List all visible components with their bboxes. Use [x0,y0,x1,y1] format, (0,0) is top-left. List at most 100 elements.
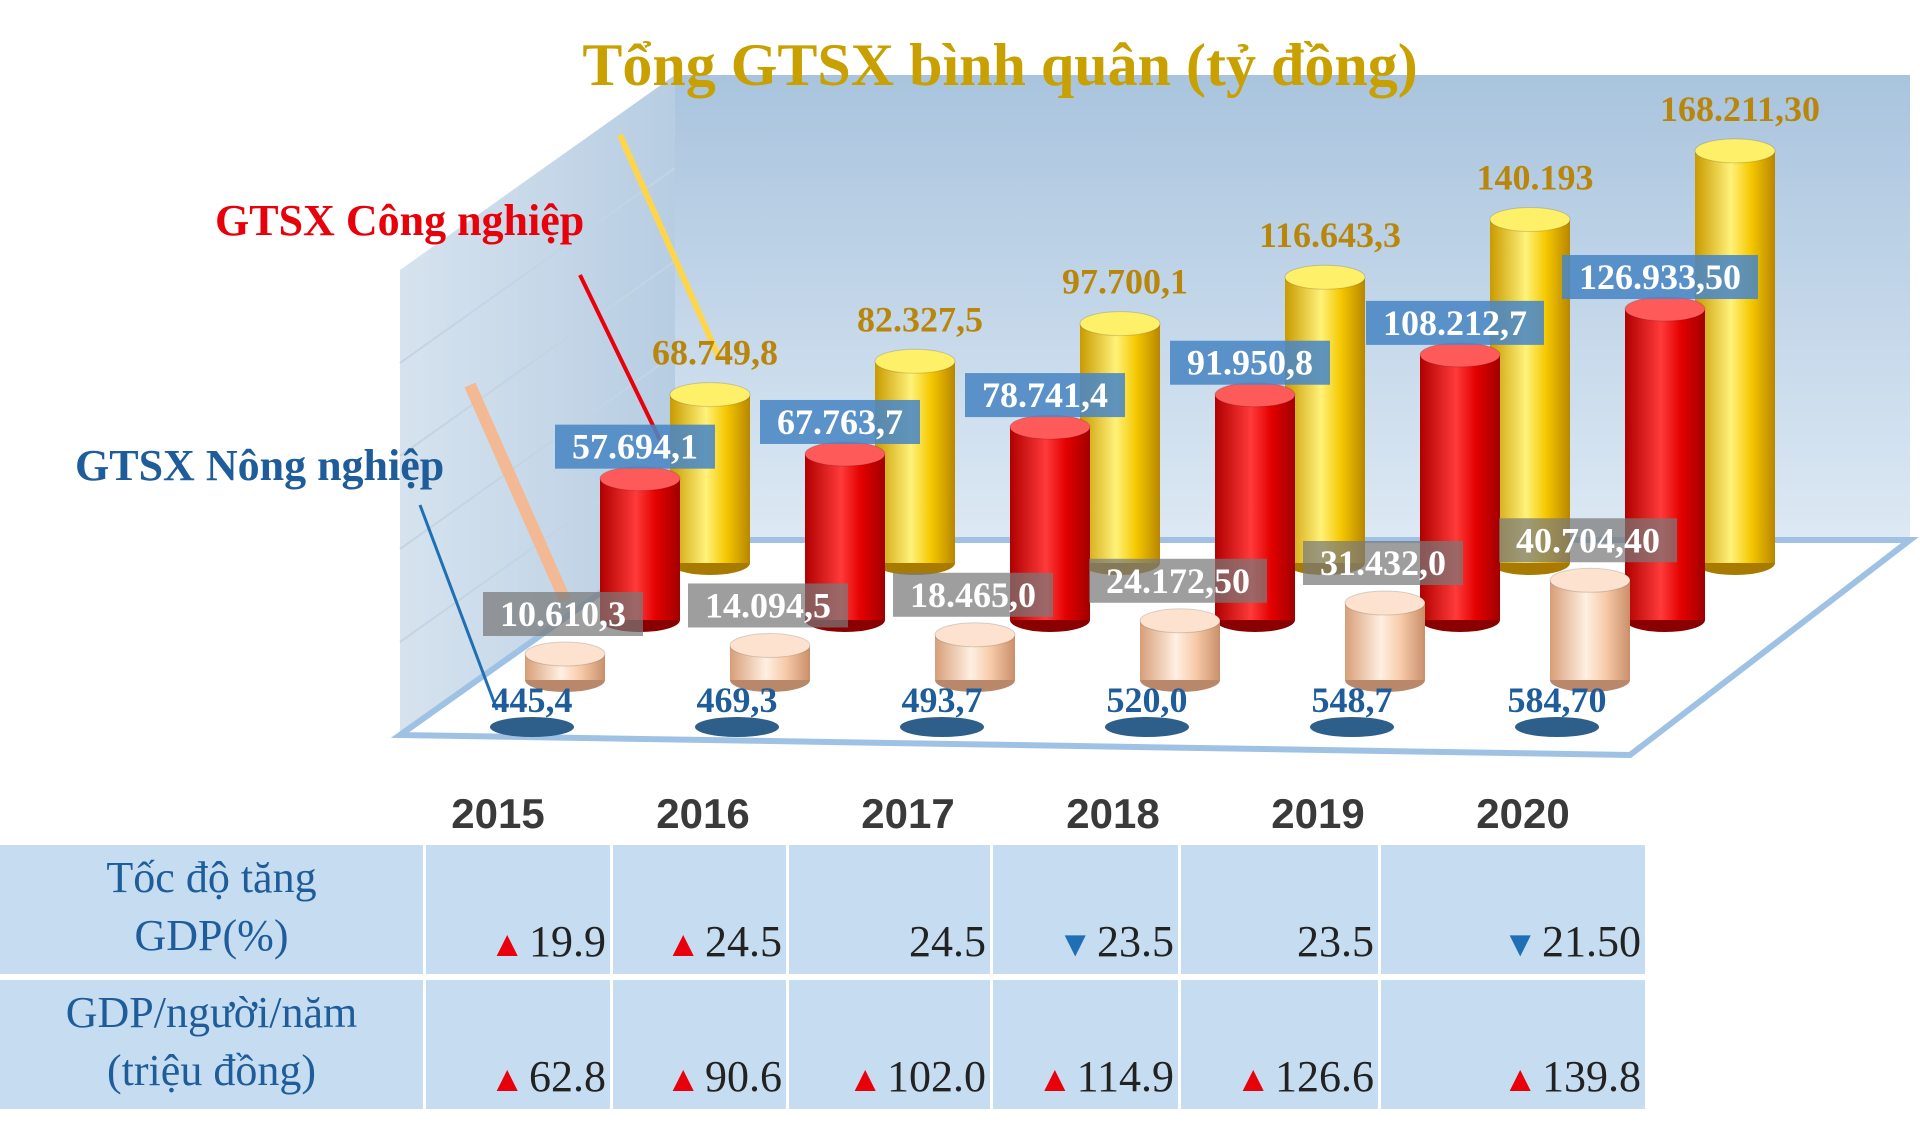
peach-data-label-bg [1089,558,1267,603]
leader-line-gold [617,133,723,362]
gold-cylinder [670,394,750,563]
blue-disc [490,717,574,737]
gold-data-label: 116.643,3 [1259,215,1401,255]
row-header-gdp-per-capita: GDP/người/năm (triệu đồng) [0,980,423,1109]
cell-value: 24.5 [705,917,782,966]
blue-disc [695,717,779,737]
blue-disc [1310,717,1394,737]
row-header-line: Tốc độ tăng [106,853,317,902]
year-label: 2015 [451,790,545,837]
gold-data-label: 68.749,8 [652,333,778,373]
leader-line-red [578,274,662,441]
cell-value: 21.50 [1542,917,1641,966]
red-cylinder-top [1624,296,1706,322]
blue-data-label: 469,3 [697,680,778,720]
peach-data-label: 24.172,50 [1106,561,1250,601]
peach-data-label: 31.432,0 [1320,543,1446,583]
arrow-up-icon: ▲ [1235,1059,1271,1099]
red-data-label: 91.950,8 [1187,343,1313,383]
red-data-label: 126.933,50 [1579,257,1741,297]
red-data-label-bg [555,424,715,469]
red-data-label: 108.212,7 [1383,303,1527,343]
table-row-gdp-growth: Tốc độ tăng GDP(%) ▲19.9 ▲24.5 24.5 ▼23.… [0,845,1645,974]
table-cell: ▲24.5 [613,845,786,974]
data-labels-group: 68.749,8 57.694,1 10.610,3 445,4 82.327,5 67.… [483,89,1820,720]
cell-value: 126.6 [1275,1052,1374,1101]
red-data-label-bg [1170,340,1330,385]
red-data-label-bg [1562,255,1758,300]
peach-data-label-bg [483,592,643,637]
gridline [399,167,676,364]
table-cell: 23.5 [1181,845,1378,974]
red-data-label-bg [965,373,1125,418]
red-cylinder-top [1009,414,1091,440]
gold-data-label: 140.193 [1477,158,1594,198]
table-cell: ▲102.0 [789,980,990,1109]
cell-value: 24.5 [909,917,986,966]
cell-value: 102.0 [887,1052,986,1101]
blue-data-label: 520,0 [1107,680,1188,720]
leader-line-peach [464,382,571,603]
legend-industry: GTSX Công nghiệp [215,196,584,245]
cell-value: 23.5 [1297,917,1374,966]
year-label: 2020 [1476,790,1570,837]
chart-title: Tổng GTSX bình quân (tỷ đồng) [582,32,1417,98]
year-label: 2018 [1066,790,1160,837]
year-label: 2019 [1271,790,1365,837]
red-cylinder [1625,309,1705,620]
gold-cylinder-top [874,348,956,374]
table-cell: ▼23.5 [993,845,1178,974]
gold-cylinder [1490,219,1570,563]
red-data-label: 78.741,4 [982,375,1108,415]
row-header-line: GDP(%) [134,911,289,960]
table-cell: ▲62.8 [426,980,610,1109]
red-cylinder-top [1214,382,1296,408]
peach-cylinder-top [1549,567,1631,593]
gold-cylinder-top [669,382,751,408]
row-header-line: (triệu đồng) [107,1046,316,1095]
bars-group [490,138,1776,737]
year-label: 2017 [861,790,955,837]
gold-cylinder [1695,150,1775,563]
arrow-down-icon: ▼ [1057,924,1093,964]
arrow-up-icon: ▲ [489,924,525,964]
row-header-gdp-growth: Tốc độ tăng GDP(%) [0,845,423,974]
blue-data-label: 445,4 [492,680,573,720]
year-label: 2016 [656,790,750,837]
peach-data-label-bg [688,583,848,628]
table-cell: ▲90.6 [613,980,786,1109]
table-cell: ▼21.50 [1381,845,1645,974]
chart: Tổng GTSX bình quân (tỷ đồng) GTSX Công … [75,32,1919,759]
gold-cylinder-top [1694,138,1776,164]
red-data-label: 57.694,1 [572,427,698,467]
peach-cylinder [1550,580,1630,680]
peach-cylinder-top [1344,590,1426,616]
row-header-line: GDP/người/năm [65,988,358,1037]
cell-value: 23.5 [1097,917,1174,966]
red-data-label: 67.763,7 [777,402,903,442]
table-cell: ▲114.9 [993,980,1178,1109]
peach-data-label: 10.610,3 [500,594,626,634]
blue-data-label: 548,7 [1312,680,1393,720]
table-cell: ▲126.6 [1181,980,1378,1109]
arrow-up-icon: ▲ [665,924,701,964]
gridline [399,260,676,457]
cell-value: 90.6 [705,1052,782,1101]
peach-cylinder [1345,602,1425,680]
red-cylinder-top [1419,342,1501,368]
gridline [399,353,676,550]
gold-cylinder [875,361,955,563]
red-data-label-bg [760,399,920,444]
arrow-up-icon: ▲ [1036,1059,1073,1099]
table-cell: ▲19.9 [426,845,610,974]
arrow-up-icon: ▲ [847,1059,883,1099]
blue-data-label: 584,70 [1508,680,1607,720]
table-row-gdp-per-capita: GDP/người/năm (triệu đồng) ▲62.8 ▲90.6 ▲… [0,980,1645,1109]
gold-data-label: 82.327,5 [857,299,983,339]
gold-cylinder-top [1284,264,1366,290]
table-cell: ▲139.8 [1381,980,1645,1109]
peach-cylinder-top [1139,608,1221,634]
red-cylinder-top [599,466,681,492]
peach-cylinder-top [524,641,606,667]
gold-cylinder [1285,277,1365,563]
